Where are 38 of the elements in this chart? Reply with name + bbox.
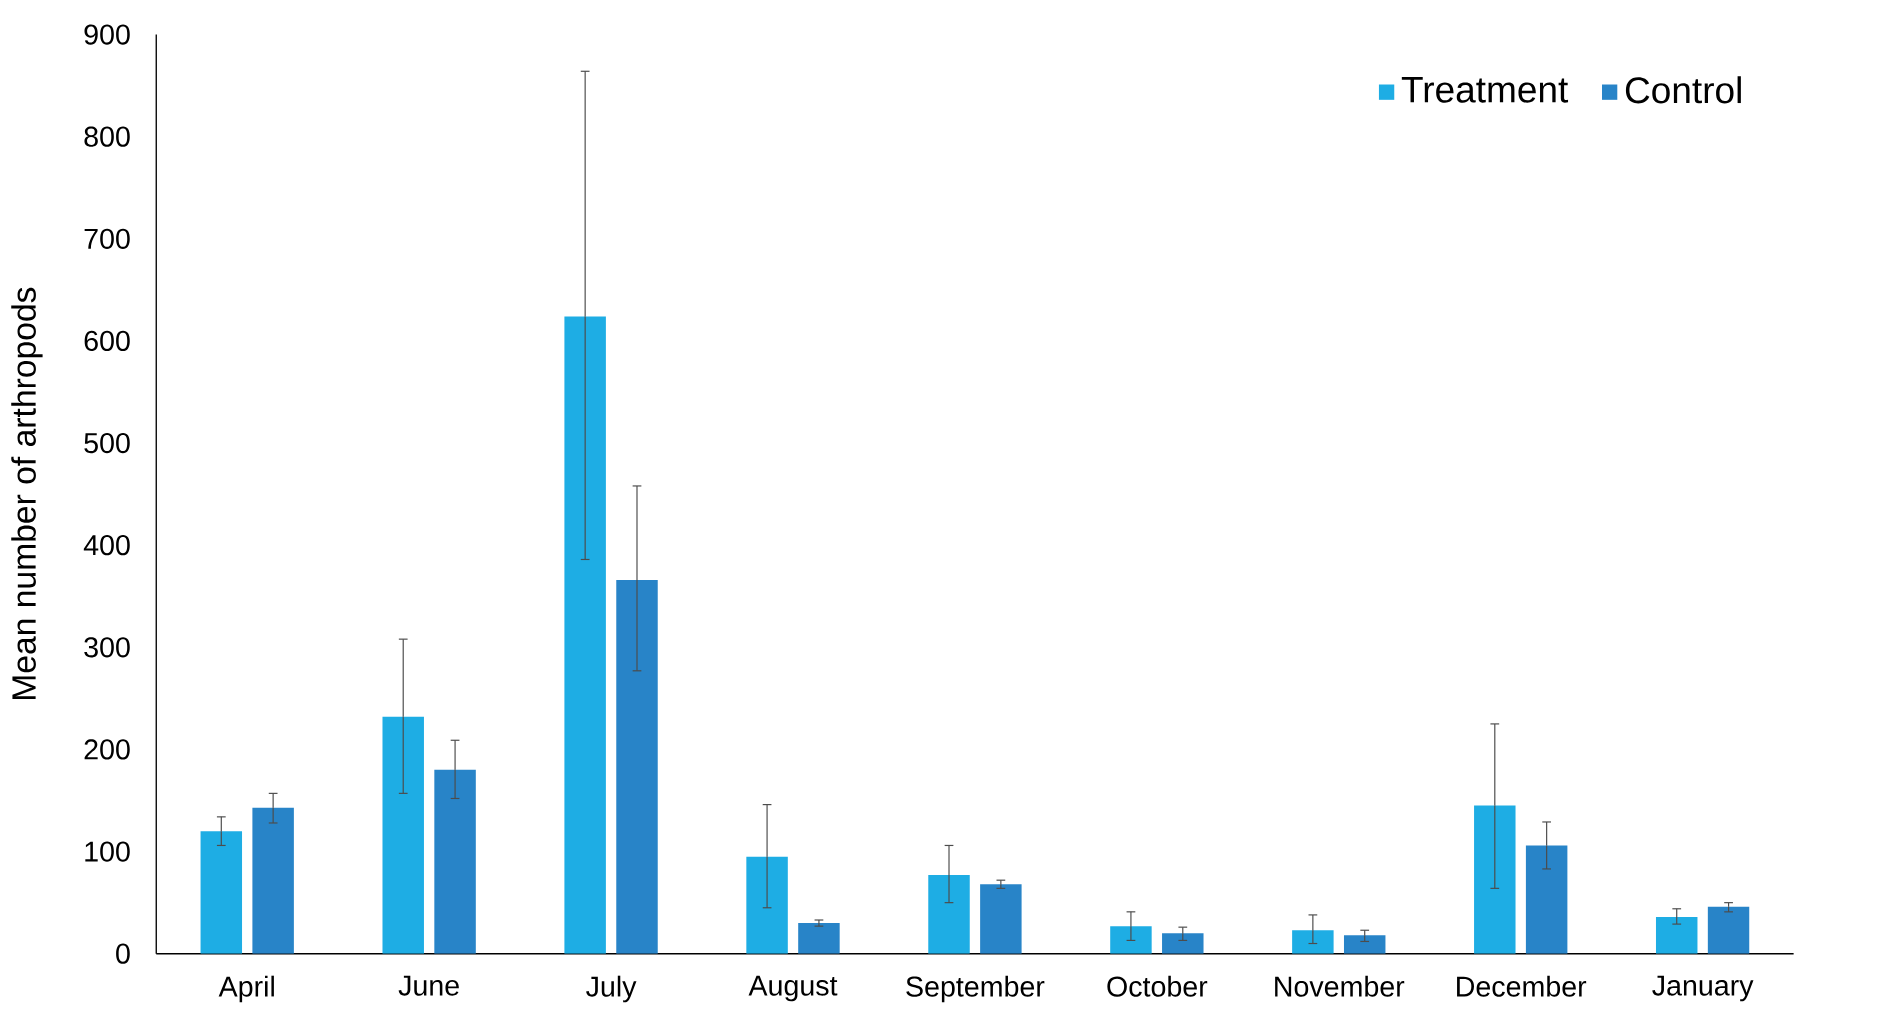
x-tick-label: September <box>906 975 1045 1003</box>
y-tick-label: 300 <box>84 637 130 658</box>
x-tick-label: November <box>1275 975 1405 997</box>
bar <box>1655 917 1698 954</box>
y-tick-label: 200 <box>84 739 130 760</box>
x-tick-label: October <box>1107 975 1208 997</box>
bar <box>1343 935 1386 954</box>
y-tick-label: 800 <box>84 126 130 147</box>
bar <box>434 769 476 954</box>
bar <box>980 884 1022 954</box>
y-tick-label: 100 <box>85 841 130 862</box>
x-tick-label: December <box>1457 975 1587 997</box>
x-tick-label: July <box>586 975 637 1003</box>
bar <box>382 716 424 954</box>
x-tick-label: January <box>1652 975 1754 1002</box>
y-tick-label: 400 <box>83 535 130 556</box>
x-tick-label: April <box>218 975 274 1003</box>
bar <box>564 316 606 954</box>
bar <box>1110 926 1152 954</box>
x-tick-label: August <box>748 975 838 1002</box>
legend-label: Control <box>1625 76 1741 104</box>
y-tick-label: 500 <box>84 433 130 454</box>
y-tick-label: 700 <box>84 228 130 249</box>
bar <box>1525 845 1568 954</box>
x-tick-label: June <box>398 975 459 996</box>
bar <box>1707 906 1750 954</box>
legend-label: Treatment <box>1401 77 1569 103</box>
bar <box>200 831 243 954</box>
bar <box>252 807 294 954</box>
bar <box>616 579 658 954</box>
bar <box>1162 933 1204 954</box>
y-axis-title: Mean number of arthropods <box>11 287 43 700</box>
bar <box>1292 930 1334 954</box>
y-tick-label: 900 <box>84 24 130 45</box>
bar <box>928 875 970 954</box>
bar <box>798 923 840 954</box>
y-tick-label: 600 <box>84 330 130 352</box>
y-tick-label: 0 <box>116 943 130 964</box>
